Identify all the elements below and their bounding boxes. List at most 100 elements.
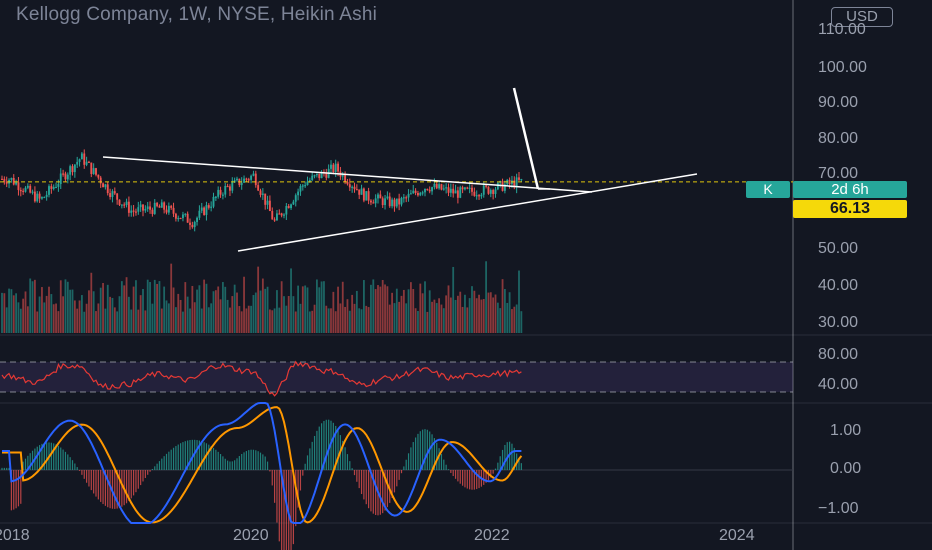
volume-bar [90,272,93,333]
macd-histogram-bar [424,429,426,470]
macd-histogram-bar [212,447,215,470]
candle [174,213,177,219]
candle [409,193,412,195]
candle [111,191,114,198]
candle [149,206,151,210]
volume-bar [419,283,422,333]
volume-bar [193,302,196,333]
macd-histogram-bar [90,470,92,491]
volume-bar [172,287,175,333]
volume-bar [69,289,72,333]
candle [38,193,41,199]
macd-histogram-bar [415,437,417,470]
candle [184,213,187,215]
volume-bar [104,308,107,333]
macd-histogram-bar [274,470,276,503]
volume-bar [102,282,104,333]
volume-bar [393,303,396,333]
candle [454,190,457,194]
candle [106,184,109,194]
candle [407,193,410,198]
candle [219,189,222,195]
volume-bar [200,308,203,333]
volume-bar [407,289,410,333]
volume-bar [142,289,144,333]
macd-histogram-bar [6,467,8,470]
candle [95,168,97,175]
macd-histogram-bar [431,434,433,470]
macd-histogram-bar [379,470,381,515]
volume-bar [139,295,142,333]
macd-histogram-bar [426,429,428,470]
macd-histogram-bar [450,470,452,473]
volume-bar [377,285,379,333]
macd-histogram-bar [243,452,245,470]
candle [468,187,471,189]
volume-bar [111,297,114,333]
candle [170,205,173,208]
volume-bar [353,303,356,333]
macd-histogram-bar [64,451,67,470]
volume-bar [372,279,375,333]
macd-histogram-bar [219,454,222,470]
volume-bar [269,309,271,333]
macd-histogram-bar [100,470,102,502]
volume-bar [109,296,111,333]
candle [391,199,394,207]
macd-histogram-bar [196,440,198,470]
candle [365,191,368,201]
candle [226,185,229,188]
macd-histogram-bar [368,470,370,509]
macd-histogram-bar [184,441,186,470]
macd-histogram-bar [189,440,191,470]
macd-histogram-bar [316,430,318,470]
volume-bar [285,305,288,333]
volume-bar [5,307,8,333]
volume-bar [81,295,83,333]
volume-bar [99,287,102,333]
macd-histogram-bar [20,470,22,504]
candle [83,153,86,165]
candle [381,198,384,206]
candle [57,184,60,187]
volume-bar [292,296,295,333]
volume-bar [412,289,415,333]
candle [261,193,264,195]
candle [278,213,281,215]
macd-histogram-bar [208,444,210,470]
candle [435,183,438,189]
macd-histogram-bar [302,470,304,476]
candle [224,185,227,195]
candle [17,182,20,190]
macd-histogram-bar [93,470,95,494]
volume-bar [146,279,149,333]
currency-button[interactable]: USD [831,7,893,27]
volume-bar [414,308,417,333]
volume-bar [214,290,217,333]
candle [3,178,6,182]
macd-histogram-bar [201,441,203,470]
volume-bar [252,295,255,333]
macd-histogram-bar [130,470,132,499]
candle [135,211,137,213]
candle [186,213,189,223]
candle [320,171,323,179]
volume-bar [433,299,436,333]
trendline-upper [102,156,593,193]
volume-bar [24,291,27,333]
macd-histogram-bar [149,470,151,472]
candle [19,189,22,192]
volume-bar [76,308,79,333]
volume-bar [10,289,13,333]
volume-bar [203,279,205,333]
candle [442,188,445,190]
macd-histogram-bar [440,454,443,470]
volume-bar [518,270,520,333]
candle [200,207,203,211]
candle [301,185,304,187]
volume-bar [8,288,10,333]
volume-bar [167,303,170,333]
macd-histogram-bar [396,470,398,487]
volume-bar [125,277,128,333]
volume-bar [135,280,137,333]
